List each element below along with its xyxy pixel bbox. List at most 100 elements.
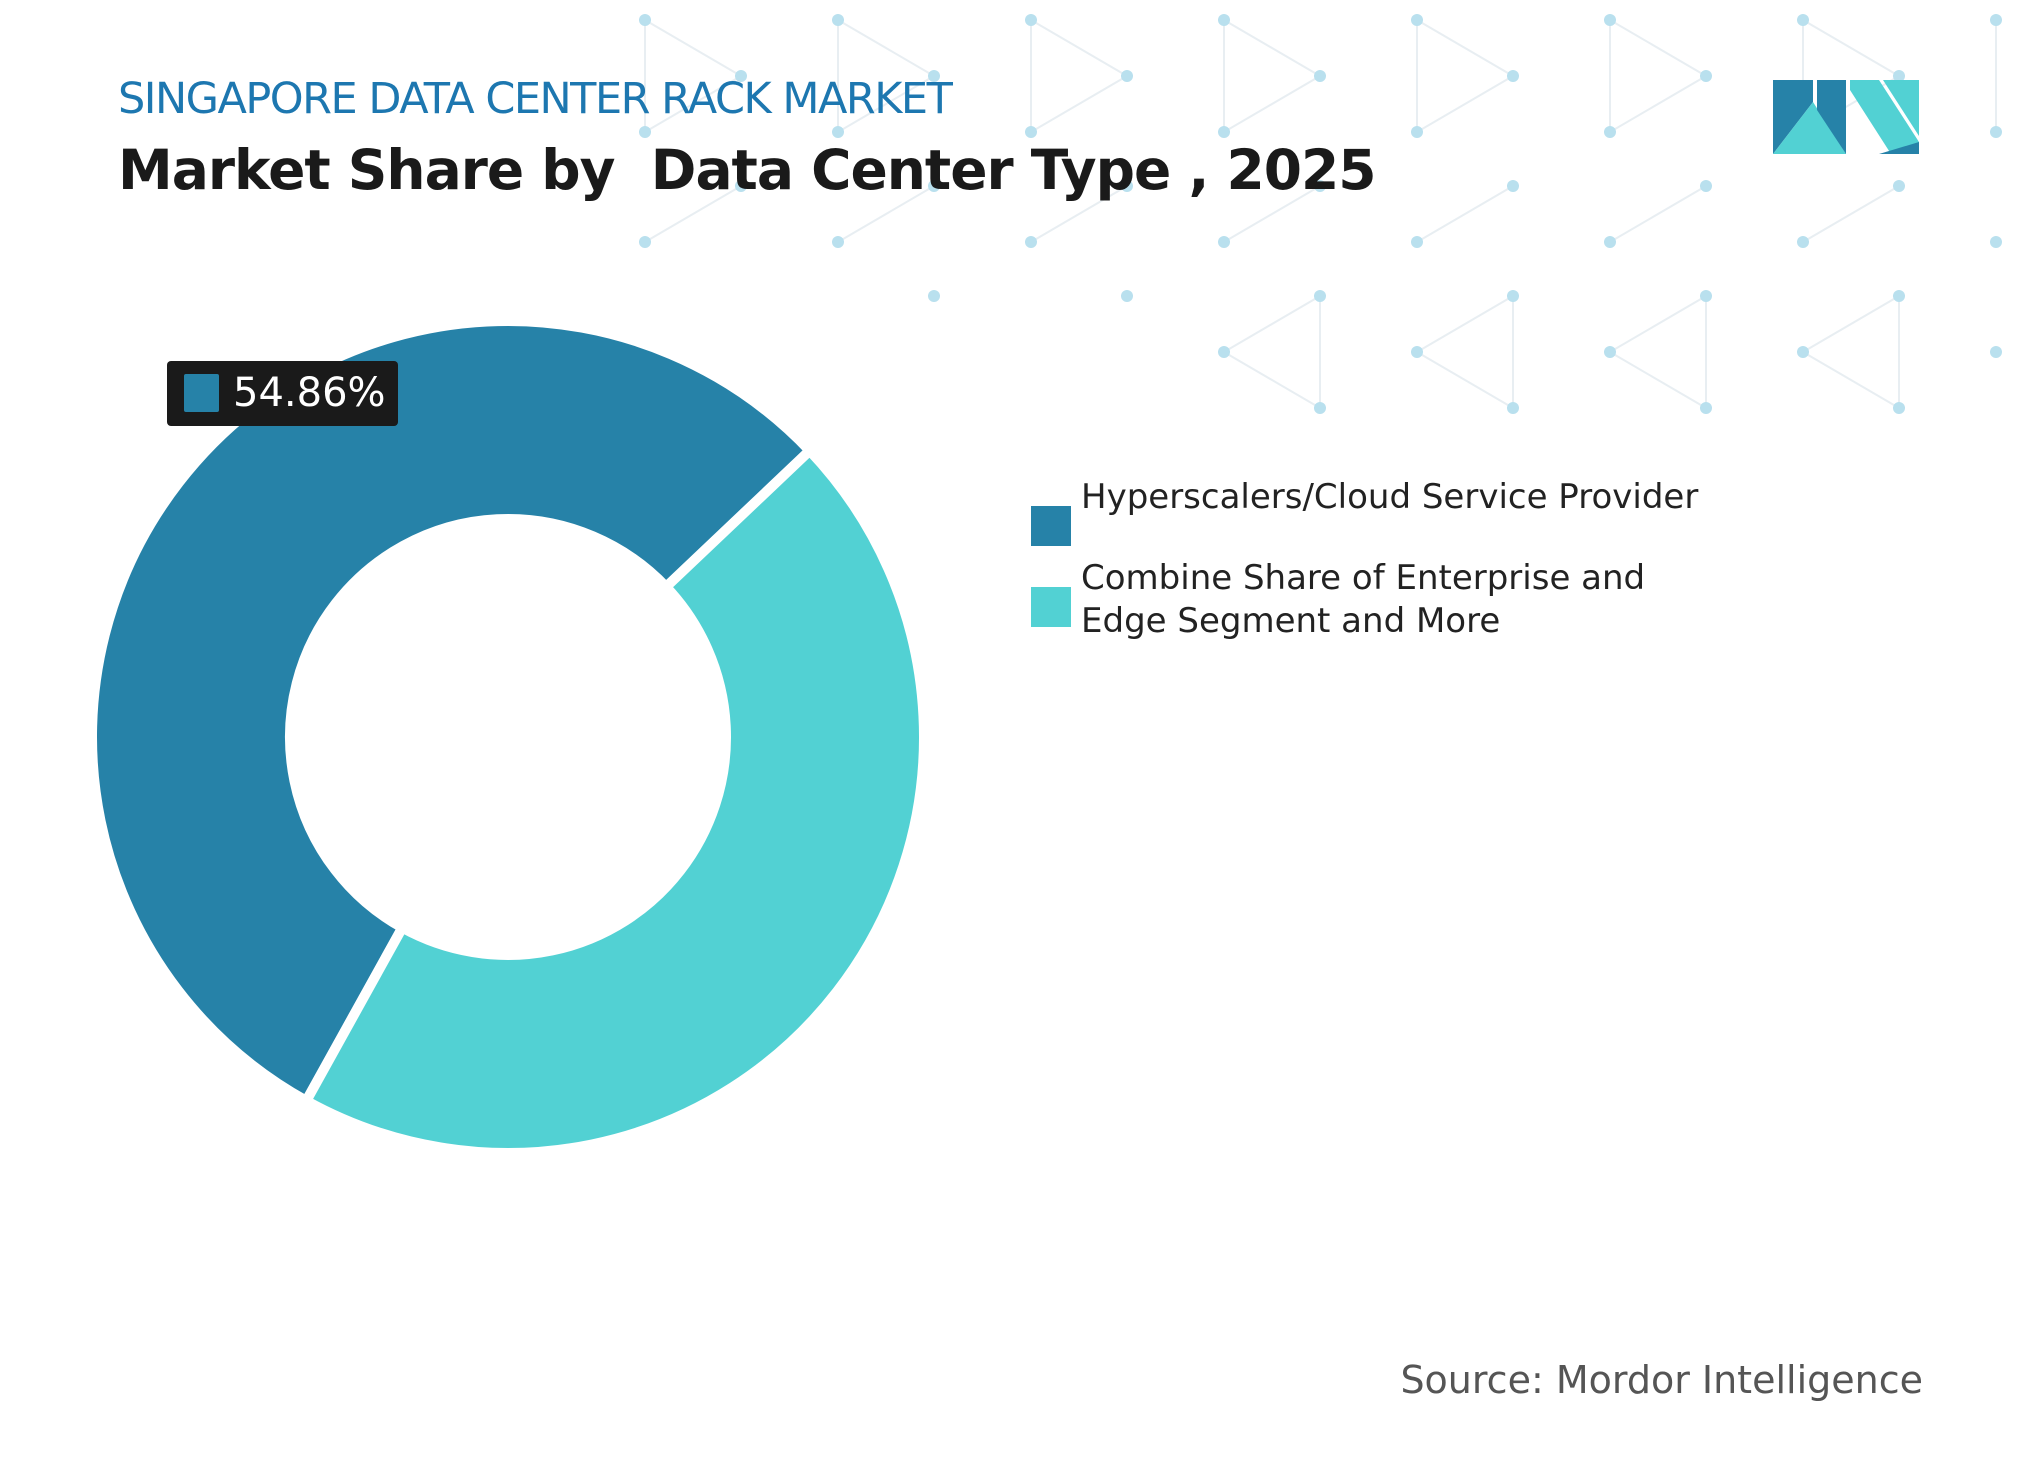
legend-label-hyperscalers: Hyperscalers/Cloud Service Provider: [1081, 477, 1699, 517]
pattern-dot: [928, 180, 940, 192]
pattern-dot: [1604, 346, 1616, 358]
pattern-dot: [1314, 402, 1326, 414]
pattern-line: [1609, 19, 1707, 77]
pattern-dot: [1893, 70, 1905, 82]
pattern-line: [1223, 351, 1321, 409]
chart-legend: Hyperscalers/Cloud Service Provider Comb…: [1031, 476, 1731, 681]
pattern-dot: [1797, 236, 1809, 248]
pattern-dot: [1411, 126, 1423, 138]
pattern-dot: [1025, 126, 1037, 138]
pattern-line: [1223, 75, 1321, 133]
pattern-dot: [1990, 126, 2002, 138]
pattern-line: [837, 185, 935, 243]
pattern-line: [1030, 19, 1128, 77]
pattern-line: [1609, 185, 1707, 243]
pattern-dot: [832, 236, 844, 248]
chart-eyebrow: SINGAPORE DATA CENTER RACK MARKET: [118, 74, 953, 124]
pattern-dot: [1700, 402, 1712, 414]
pattern-dot: [1604, 14, 1616, 26]
pattern-dot: [1314, 290, 1326, 302]
pattern-line: [1416, 75, 1514, 133]
pattern-line: [644, 75, 742, 133]
logo-left-diagonal: [1773, 102, 1846, 154]
pattern-dot: [928, 290, 940, 302]
pattern-line: [1030, 75, 1128, 133]
pattern-dot: [1893, 402, 1905, 414]
legend-item-hyperscalers: Hyperscalers/Cloud Service Provider: [1031, 476, 1731, 546]
pattern-dot: [1411, 14, 1423, 26]
pattern-dot: [1218, 126, 1230, 138]
pattern-line: [1609, 351, 1707, 409]
pattern-dot: [1990, 236, 2002, 248]
pattern-line: [1416, 185, 1514, 243]
pattern-dot: [735, 70, 747, 82]
pattern-dot: [1893, 180, 1905, 192]
pattern-dot: [639, 14, 651, 26]
pattern-line: [1223, 295, 1321, 353]
pattern-dot: [735, 180, 747, 192]
pattern-dot: [1314, 180, 1326, 192]
data-label-text: 54.86%: [233, 370, 386, 416]
pattern-line: [644, 185, 742, 243]
pattern-dot: [1700, 290, 1712, 302]
legend-label-enterprise-edge: Combine Share of Enterprise and Edge Seg…: [1081, 558, 1646, 641]
pattern-dot: [1990, 346, 2002, 358]
pattern-line: [1030, 185, 1128, 243]
pattern-line: [1416, 351, 1514, 409]
pattern-dot: [1218, 346, 1230, 358]
logo-left-bar: [1773, 80, 1813, 154]
logo-mid-shape: [1817, 80, 1846, 154]
pattern-line: [1416, 19, 1514, 77]
pattern-dot: [1218, 14, 1230, 26]
source-note: Source: Mordor Intelligence: [1400, 1358, 1923, 1402]
pattern-dot: [1797, 14, 1809, 26]
mordor-intelligence-logo-icon: [1773, 80, 1919, 154]
pattern-line: [1802, 351, 1900, 409]
legend-swatch-enterprise-edge: [1031, 587, 1071, 627]
pattern-dot: [1121, 180, 1133, 192]
logo-right-diagonal: [1850, 80, 1919, 154]
pattern-dot: [1507, 180, 1519, 192]
pattern-dot: [1121, 290, 1133, 302]
legend-item-enterprise-edge: Combine Share of Enterprise and Edge Seg…: [1031, 557, 1731, 643]
donut-chart: 54.86%: [87, 315, 929, 1158]
pattern-dot: [832, 126, 844, 138]
pattern-line: [1609, 75, 1707, 133]
pattern-line: [837, 19, 935, 77]
pattern-dot: [639, 126, 651, 138]
pattern-dot: [1025, 236, 1037, 248]
logo-right-base: [1879, 142, 1919, 154]
pattern-dot: [1797, 346, 1809, 358]
pattern-dot: [1507, 402, 1519, 414]
pattern-dot: [1507, 290, 1519, 302]
legend-swatch-hyperscalers: [1031, 506, 1071, 546]
pattern-dot: [1411, 346, 1423, 358]
pattern-dot: [1604, 126, 1616, 138]
pattern-dot: [1507, 70, 1519, 82]
pattern-dot: [1990, 14, 2002, 26]
donut-slice-enterprise-edge: [299, 443, 929, 1158]
pattern-dot: [1218, 236, 1230, 248]
pattern-line: [1802, 185, 1900, 243]
pattern-dot: [1893, 290, 1905, 302]
pattern-line: [1609, 295, 1707, 353]
pattern-dot: [639, 236, 651, 248]
pattern-line: [1223, 185, 1321, 243]
pattern-dot: [1700, 180, 1712, 192]
donut-slice-hyperscalers: [87, 315, 817, 1108]
pattern-dot: [1121, 70, 1133, 82]
pattern-line: [644, 19, 742, 77]
pattern-dot: [1025, 14, 1037, 26]
chart-title: Market Share by Data Center Type , 2025: [118, 138, 1377, 202]
pattern-dot: [1314, 70, 1326, 82]
pattern-dot: [1700, 70, 1712, 82]
pattern-line: [1802, 19, 1900, 77]
pattern-dot: [1604, 236, 1616, 248]
logo-right-bar: [1883, 80, 1919, 136]
data-label-hyperscalers: 54.86%: [167, 361, 398, 426]
pattern-line: [1802, 295, 1900, 353]
pattern-line: [1416, 295, 1514, 353]
pattern-line: [1223, 19, 1321, 77]
data-label-bg: [167, 361, 398, 426]
